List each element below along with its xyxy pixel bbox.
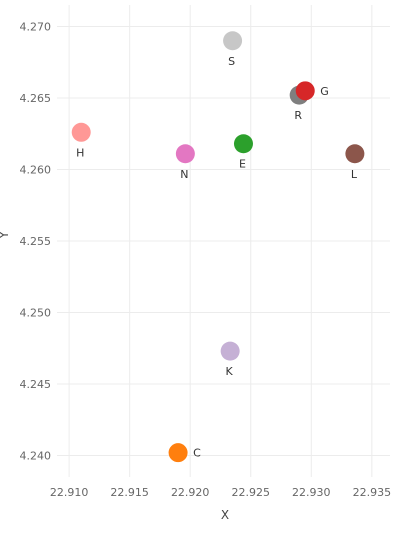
x-axis-ticks: 22.910 22.915 22.920 22.925 22.930 22.935 [50, 486, 391, 499]
x-tick-label: 22.910 [50, 486, 89, 499]
point-label-g: G [320, 85, 329, 98]
point-n [175, 144, 195, 164]
y-tick-label: 4.245 [20, 378, 52, 391]
point-label-c: C [193, 447, 201, 460]
x-tick-label: 22.920 [171, 486, 210, 499]
x-tick-label: 22.915 [110, 486, 149, 499]
point-k [220, 341, 240, 361]
y-tick-label: 4.260 [20, 163, 52, 176]
point-label-h: H [76, 146, 84, 159]
point-l [345, 144, 365, 164]
point-label-e: E [239, 158, 246, 171]
point-g [295, 81, 315, 101]
y-tick-label: 4.240 [20, 450, 52, 463]
point-label-s: S [228, 55, 235, 68]
data-points: S R G H E N L K C [71, 31, 365, 463]
point-label-l: L [351, 168, 358, 181]
point-h [71, 122, 91, 142]
point-label-n: N [180, 168, 188, 181]
x-axis-title: X [221, 508, 229, 522]
grid-lines [57, 5, 390, 477]
y-axis-title: Y [0, 231, 11, 240]
y-tick-label: 4.250 [20, 307, 52, 320]
y-tick-label: 4.270 [20, 20, 52, 33]
x-tick-label: 22.935 [353, 486, 392, 499]
point-e [233, 134, 253, 154]
y-tick-label: 4.265 [20, 92, 52, 105]
point-s [223, 31, 243, 51]
x-tick-label: 22.925 [231, 486, 270, 499]
y-tick-label: 4.255 [20, 235, 52, 248]
point-label-r: R [294, 109, 302, 122]
point-label-k: K [226, 365, 234, 378]
x-tick-label: 22.930 [292, 486, 331, 499]
point-c [168, 443, 188, 463]
y-axis-ticks: 4.240 4.245 4.250 4.255 4.260 4.265 4.270 [20, 20, 52, 462]
